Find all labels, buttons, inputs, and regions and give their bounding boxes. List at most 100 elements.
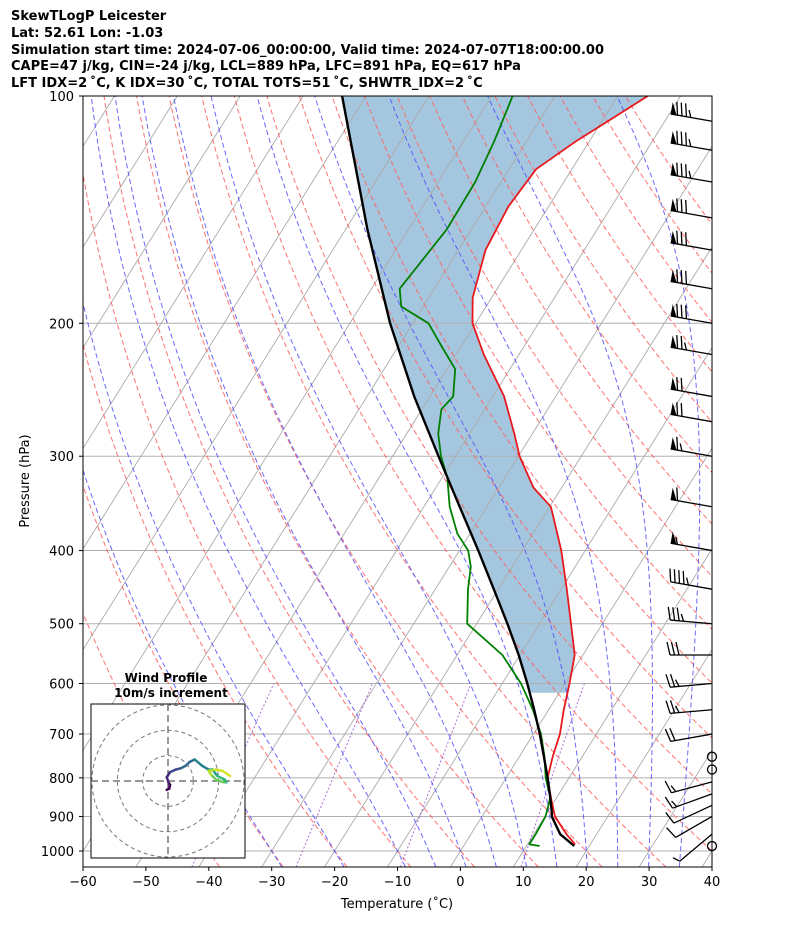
barb-feather: [675, 536, 679, 545]
x-axis-ticks: −60 −50 −40 −30 −20 −10 0 10 20 30 40: [69, 867, 720, 890]
barb-feather: [675, 641, 680, 656]
barb-feather: [669, 568, 672, 582]
barb-feather: [664, 796, 674, 809]
barb-feather: [685, 132, 688, 146]
barb-feather: [665, 700, 671, 714]
y-axis-ticks: 1000 900 800 700 600 500 400 300 200 100: [41, 90, 83, 860]
barb-shaft: [670, 388, 713, 398]
barb-feather: [671, 800, 678, 808]
barb-feather: [685, 199, 688, 214]
y-tick-label: 100: [49, 90, 74, 105]
barb-feather: [685, 305, 688, 319]
barb-feather: [672, 857, 681, 862]
wind-barb: [670, 198, 713, 219]
barb-shaft: [670, 315, 713, 324]
barb-feather: [676, 335, 679, 349]
hodograph-title: Wind Profile: [125, 671, 208, 685]
barb-feather: [665, 812, 675, 824]
barb-feather: [670, 641, 676, 656]
barb-feather: [664, 728, 672, 742]
barb-shaft: [673, 804, 713, 824]
dewpoint-profile: [398, 96, 552, 847]
barb-feather: [666, 827, 677, 838]
barb-shaft: [670, 346, 713, 356]
hodograph-segment: [214, 778, 225, 784]
barb-pennant: [670, 402, 677, 416]
isotherm--110: [83, 96, 241, 349]
dry-adiabat-lines: [83, 96, 712, 867]
barb-feather: [670, 785, 677, 793]
barb-feather: [666, 641, 671, 656]
barb-shaft: [670, 174, 713, 183]
barb-shaft: [670, 709, 713, 715]
isotherm--120: [83, 96, 178, 248]
barb-pennant: [670, 269, 677, 283]
barb-feather: [669, 700, 676, 714]
barb-feather: [680, 377, 683, 392]
wind-barb: [672, 833, 713, 862]
y-tick-label: 700: [49, 728, 74, 743]
moist-adiabat: [114, 96, 437, 867]
barb-feather: [680, 270, 683, 284]
barb-pennant: [670, 198, 677, 212]
barb-shaft: [672, 793, 713, 809]
wind-barb: [670, 162, 713, 183]
barb-shaft: [675, 815, 713, 839]
barb-shaft: [670, 142, 713, 151]
wind-barb: [670, 303, 713, 324]
moist-adiabat: [141, 96, 467, 867]
wind-barb: [665, 804, 713, 824]
barb-feather: [676, 436, 679, 451]
dry-adiabat: [233, 96, 712, 852]
isotherm--70: [83, 96, 493, 752]
x-tick-label: 0: [456, 875, 464, 890]
moist-adiabat: [388, 96, 619, 867]
chart-header: SkewTLogP Leicester Lat: 52.61 Lon: -1.0…: [11, 9, 791, 93]
x-tick-label: −20: [321, 875, 348, 890]
barb-shaft: [670, 209, 713, 219]
isotherm--100: [83, 96, 304, 450]
barb-feather: [680, 403, 683, 417]
barb-feather: [688, 170, 692, 179]
wind-barb: [666, 815, 713, 839]
barb-feather: [676, 487, 679, 501]
barb-feather: [676, 377, 679, 391]
barb-feather: [680, 102, 683, 116]
wind-barb: [670, 101, 713, 122]
chart-title: SkewTLogP Leicester: [11, 9, 167, 24]
barb-feather: [676, 230, 679, 245]
barb-feather: [680, 163, 683, 177]
isotherm--30: [261, 145, 712, 867]
barb-feather: [667, 606, 671, 621]
location-coordinates: Lat: 52.61 Lon: -1.03: [11, 25, 164, 41]
wind-barb: [670, 377, 713, 398]
hodograph-segment: [216, 774, 227, 781]
barb-feather: [676, 303, 679, 318]
isotherm-10: [512, 548, 712, 867]
wind-barb: [670, 269, 713, 290]
barb-feather: [676, 130, 679, 145]
barb-feather: [665, 674, 671, 688]
moist-adiabat: [83, 468, 283, 867]
barb-shaft: [671, 781, 713, 794]
barb-shaft: [670, 113, 713, 122]
x-axis-label: Temperature (˚C): [340, 896, 453, 912]
barb-shaft: [670, 413, 713, 423]
barb-feather: [676, 162, 679, 176]
stability-parameters: CAPE=47 j/kg, CIN=-24 j/kg, LCL=889 hPa,…: [11, 59, 521, 75]
hodograph-inset: Wind Profile 10m/s increment: [90, 671, 246, 859]
barb-feather: [685, 270, 688, 285]
barb-pennant: [670, 304, 677, 318]
barb-shaft: [670, 498, 713, 508]
barb-shaft: [670, 242, 713, 251]
barb-pennant: [670, 531, 677, 545]
y-tick-label: 900: [49, 810, 74, 825]
barb-shaft: [670, 733, 713, 742]
temperature-profile: [471, 96, 649, 845]
barb-feather: [676, 402, 679, 416]
wind-barb: [665, 673, 713, 688]
barb-pennant: [670, 377, 677, 391]
barb-feather: [676, 269, 679, 283]
barb-feather: [680, 304, 683, 319]
x-tick-label: 30: [641, 875, 658, 890]
